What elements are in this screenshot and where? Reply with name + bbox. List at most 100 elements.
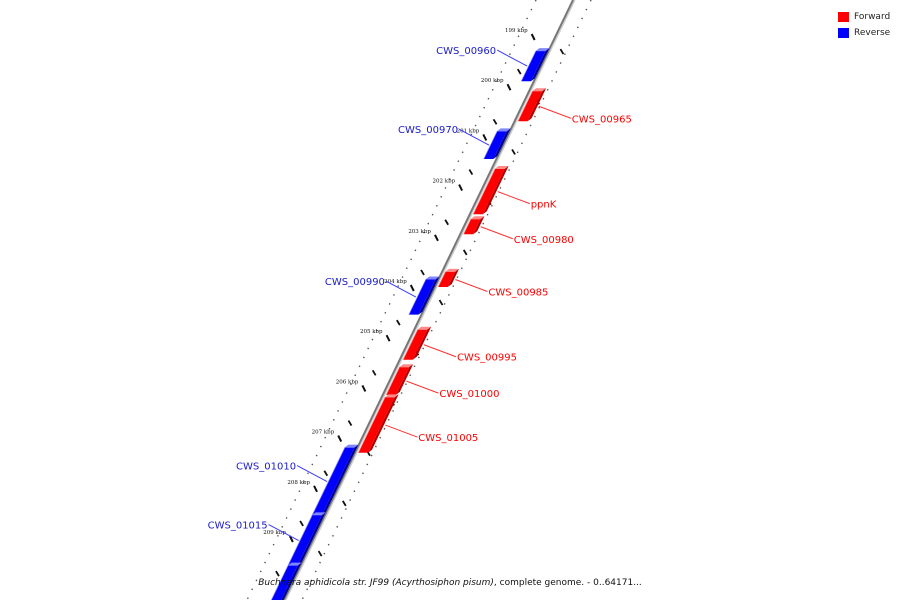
gene-top [344, 444, 359, 448]
gene-label: CWS_00965 [572, 114, 632, 125]
gene-CWS_01000: CWS_01000 [385, 364, 499, 400]
gene-top [496, 128, 511, 132]
gene-label: CWS_00960 [436, 46, 496, 57]
gene-highlight [311, 447, 346, 516]
axis-shadow [284, 0, 576, 600]
dotted-guide-right [301, 0, 592, 600]
caption-rest: , complete genome. - 0..64171... [493, 578, 642, 588]
minor-tick [323, 470, 329, 477]
gene-CWS_00995: CWS_00995 [402, 326, 517, 364]
gene-block [402, 329, 428, 360]
tick-mark [385, 334, 391, 342]
minor-tick [492, 118, 498, 125]
gene-label-leader [406, 380, 439, 394]
tick-mark [506, 83, 512, 91]
gene-top [384, 394, 399, 398]
gene-side [412, 326, 432, 360]
minor-tick [420, 269, 425, 276]
tick-label: 205 kbp [360, 329, 383, 335]
gene-highlight [270, 565, 289, 600]
gene-label: CWS_00970 [398, 125, 458, 136]
gene-side [482, 166, 509, 215]
gene-label: CWS_01015 [208, 521, 268, 532]
legend-forward-label: Forward [854, 11, 891, 22]
caption: Buchnera aphidicola str. JF99 (Acyrthosi… [0, 578, 900, 588]
minor-tick [342, 500, 347, 507]
minor-tick [511, 148, 516, 155]
tick-mark [409, 284, 415, 292]
minor-tick [317, 550, 323, 557]
gene-label-leader [458, 128, 490, 146]
gene-label: CWS_00985 [488, 287, 548, 298]
tick-label: 199 kbp [505, 28, 528, 34]
gene-label: CWS_00995 [457, 353, 517, 364]
gene-side [418, 276, 440, 315]
legend-reverse: Reverse [838, 25, 898, 40]
gene-side [280, 562, 302, 600]
tick-label: 201 kbp [457, 128, 480, 134]
gene-label-leader [385, 280, 417, 298]
tick-label: 203 kbp [408, 229, 431, 235]
gene-side [473, 216, 485, 235]
gene-label: CWS_01000 [439, 389, 499, 400]
tick-label: 200 kbp [481, 78, 504, 84]
tick-mark [361, 384, 367, 392]
gene-highlight [482, 131, 498, 160]
gene-top [425, 276, 440, 280]
tick-mark [482, 133, 488, 141]
gene-label-leader [480, 226, 513, 240]
tick-label: 206 kbp [336, 379, 359, 385]
gene-top [287, 562, 302, 566]
gene-block [472, 169, 505, 215]
minor-tick [275, 570, 280, 577]
caption-organism: Buchnera aphidicola str. JF99 (Acyrthosi… [258, 578, 494, 588]
gene-highlight [516, 90, 533, 122]
gene-label-leader [268, 524, 299, 541]
gene-highlight [407, 279, 427, 315]
tick-mark [530, 33, 536, 41]
gene-label-leader [385, 424, 418, 438]
gene-highlight [357, 397, 386, 453]
gene-side [527, 88, 547, 122]
gene-top [417, 326, 432, 330]
minor-tick [371, 369, 377, 376]
gene-top [399, 364, 414, 368]
legend-forward: Forward [838, 9, 898, 24]
tick-label: 202 kbp [432, 179, 455, 185]
tick-mark [313, 485, 318, 493]
gene-highlight [462, 218, 472, 235]
tick-mark [434, 234, 439, 242]
gene-label-leader [455, 279, 488, 292]
legend: Forward Reverse [838, 9, 898, 41]
minor-tick [559, 48, 565, 55]
gene-top [532, 88, 547, 92]
gene-side [321, 444, 359, 516]
gene-label-leader [496, 49, 528, 67]
gene-CWS_01010: CWS_01010 [236, 444, 359, 516]
gene-top [535, 48, 550, 52]
gene-highlight [385, 367, 400, 396]
gene-label-leader [497, 191, 530, 205]
gene-block [520, 51, 546, 82]
gene-side [395, 364, 414, 395]
minor-tick [462, 249, 468, 256]
gene-CWS_00965: CWS_00965 [516, 88, 632, 125]
gene-highlight [286, 515, 313, 566]
gene-ppnK: ppnK [472, 166, 557, 215]
gene-label: CWS_01010 [236, 462, 296, 473]
gene-label: CWS_01005 [418, 433, 478, 444]
gene-top [494, 166, 509, 169]
gene-CWS_00990: CWS_00990 [325, 276, 440, 315]
genes: CWS_00960 CWS_00965 CWS_00970 ppnK CWS_00980… [208, 46, 632, 600]
gene-CWS_00980: CWS_00980 [462, 216, 574, 246]
minor-tick [516, 68, 522, 75]
gene-CWS_00960: CWS_00960 [436, 46, 550, 82]
gene-CWS_00985: CWS_00985 [437, 268, 548, 298]
gene-next-gene [270, 562, 302, 600]
gene-label: CWS_00980 [514, 235, 574, 246]
tick-mark [458, 184, 464, 192]
gene-CWS_01015: CWS_01015 [208, 512, 326, 566]
tick-label: 207 kbp [312, 430, 335, 436]
dotted-guide-left [246, 0, 537, 600]
